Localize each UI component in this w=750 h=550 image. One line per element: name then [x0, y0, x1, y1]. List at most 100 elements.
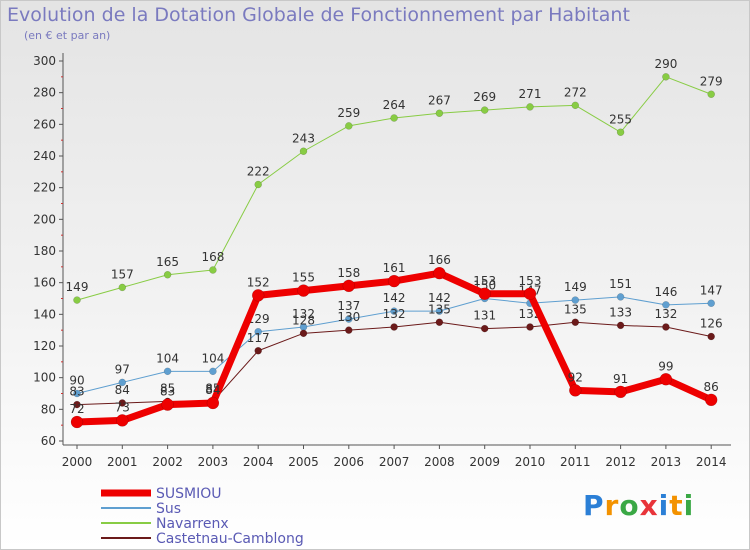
data-label: 267 [428, 93, 451, 107]
data-label: 165 [156, 255, 179, 269]
data-point [390, 114, 398, 122]
data-point [387, 274, 401, 288]
data-label: 271 [519, 87, 542, 101]
data-label: 91 [613, 372, 628, 386]
y-tick-label: 260 [33, 117, 56, 131]
data-point [480, 324, 489, 333]
y-tick-label: 140 [33, 307, 56, 321]
data-label: 128 [292, 313, 315, 327]
data-point [614, 385, 627, 399]
data-label: 92 [568, 370, 583, 384]
data-label: 149 [564, 280, 587, 294]
data-point [571, 318, 580, 326]
data-point [163, 367, 172, 376]
data-label: 157 [111, 267, 134, 281]
data-point [118, 378, 127, 387]
x-tick-label: 2004 [243, 455, 274, 469]
data-point [118, 399, 127, 407]
data-label: 132 [654, 307, 677, 321]
y-tick-label: 240 [33, 149, 56, 163]
legend-label: Castetnau-Camblong [156, 531, 304, 547]
data-label: 132 [383, 307, 406, 321]
x-tick-label: 2000 [62, 455, 93, 469]
data-label: 142 [383, 291, 406, 305]
data-label: 155 [292, 271, 315, 285]
data-point [345, 122, 353, 130]
data-label: 133 [609, 305, 632, 319]
x-tick-label: 2001 [107, 455, 138, 469]
data-label: 222 [247, 165, 270, 179]
data-point [254, 180, 262, 189]
data-label: 166 [428, 253, 451, 267]
data-label: 269 [473, 90, 496, 104]
data-label: 147 [700, 283, 723, 297]
chart-title: Evolution de la Dotation Globale de Fonc… [7, 4, 630, 26]
data-label: 243 [292, 131, 315, 145]
data-label: 290 [654, 57, 677, 71]
data-point [433, 266, 446, 280]
data-point [571, 101, 580, 110]
series-navarrenx: 149 157 165 168 222 243 259 264 267 269 271 272 255 2… [66, 57, 723, 304]
data-point [254, 347, 262, 355]
data-point [342, 279, 356, 293]
data-point [345, 315, 353, 323]
data-point [206, 396, 220, 410]
legend-item: Castetnau-Camblong [101, 531, 304, 547]
x-tick-label: 2014 [696, 455, 727, 469]
data-point [435, 318, 444, 326]
data-label: 135 [564, 302, 587, 316]
data-label: 142 [428, 291, 451, 305]
data-point [616, 321, 625, 330]
data-point [70, 415, 84, 429]
x-tick-label: 2013 [651, 455, 682, 469]
series-susmiou: 72 73 83 84 152 155 158 161 166 153 153 92 91 99 86 [69, 253, 719, 429]
data-point [707, 332, 715, 341]
data-point [299, 329, 308, 338]
legend-item: SUSMIOU [101, 486, 222, 502]
data-point [526, 103, 534, 111]
data-label: 72 [69, 402, 84, 416]
data-label: 104 [201, 351, 224, 365]
x-tick-label: 2010 [515, 455, 546, 469]
data-label: 83 [69, 385, 84, 399]
y-tick-label: 220 [33, 181, 56, 195]
data-point [73, 296, 81, 304]
x-tick-label: 2012 [605, 455, 636, 469]
data-point [662, 73, 670, 81]
y-tick-label: 180 [33, 244, 56, 258]
data-point [73, 400, 81, 409]
data-point [73, 389, 81, 398]
data-label: 153 [473, 274, 496, 288]
data-label: 97 [115, 362, 130, 376]
data-label: 86 [704, 380, 719, 394]
data-point [345, 326, 353, 334]
data-point [435, 109, 444, 117]
y-tick-label: 160 [33, 276, 56, 290]
x-tick-label: 2008 [424, 455, 455, 469]
x-tick-label: 2003 [198, 455, 229, 469]
data-point [435, 307, 444, 315]
x-tick-label: 2002 [152, 455, 183, 469]
x-tick-label: 2007 [379, 455, 410, 469]
legend-label: SUSMIOU [156, 486, 222, 502]
data-point [163, 271, 172, 279]
x-tick-label: 2011 [560, 455, 591, 469]
y-tick-label: 100 [33, 371, 56, 385]
data-label: 104 [156, 351, 179, 365]
data-label: 158 [337, 266, 360, 280]
data-point [480, 106, 489, 114]
data-point [118, 283, 127, 292]
data-label: 153 [519, 274, 542, 288]
legend-label: Sus [156, 501, 181, 517]
data-point [251, 289, 265, 302]
data-point [390, 307, 398, 315]
data-point [662, 301, 670, 309]
x-tick-label: 2005 [288, 455, 319, 469]
data-point [659, 373, 673, 386]
proxiti-logo: Proxiti [583, 489, 695, 522]
data-label: 117 [247, 331, 270, 345]
data-point [616, 293, 625, 301]
y-tick-label: 60 [41, 434, 56, 448]
data-point [254, 328, 262, 336]
